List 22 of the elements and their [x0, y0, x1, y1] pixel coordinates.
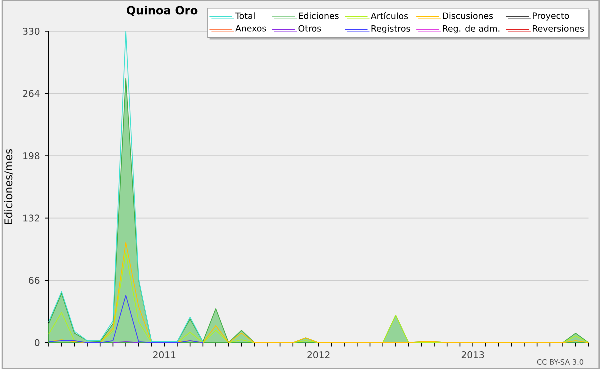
y-tick-label: 66 — [29, 276, 40, 284]
legend-label: Ediciones — [299, 12, 339, 20]
legend-label: Registros — [372, 25, 410, 34]
y-tick-label: 330 — [23, 28, 40, 35]
y-axis-title: Ediciones/mes — [4, 149, 14, 224]
legend-label: Artículos — [371, 12, 408, 20]
x-tick-label: 2013 — [462, 351, 484, 358]
legend-label: Reversiones — [533, 25, 584, 32]
chart-title: Quinoa Oro — [127, 6, 198, 16]
legend-label: Anexos — [236, 25, 266, 32]
legend-label: Proyecto — [533, 12, 570, 21]
y-tick-label: 198 — [24, 152, 40, 160]
legend-label: Otros — [298, 25, 322, 32]
y-tick-label: 0 — [35, 339, 40, 346]
legend-label: Total — [236, 12, 255, 20]
x-tick-label: 2011 — [153, 351, 176, 358]
y-tick-label: 264 — [23, 90, 40, 98]
legend-label: Reg. de adm. — [443, 25, 500, 34]
y-tick-label: 132 — [24, 214, 40, 222]
x-tick-label: 2012 — [308, 351, 330, 358]
line-series — [48, 295, 204, 344]
legend-label: Discusiones — [443, 12, 494, 20]
